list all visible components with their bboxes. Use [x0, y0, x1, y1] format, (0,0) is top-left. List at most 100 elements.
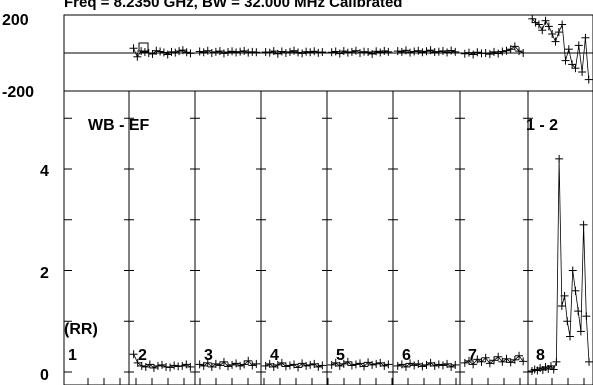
phase-segment-7-point: [469, 50, 478, 59]
segment-label-5: 5: [336, 347, 345, 364]
amp-segment-6-point: [406, 359, 415, 368]
amp-segment-8-point: [585, 357, 593, 366]
phase-segment-4-point: [302, 47, 311, 56]
phase-segment-3-point: [207, 49, 216, 57]
phase-segment-2-point: [178, 46, 187, 55]
phase-segment-3-point: [215, 47, 224, 56]
phase-segment-8-point: [574, 41, 583, 50]
phase-segment-7-point: [515, 47, 524, 56]
phase-segment-4-point: [261, 48, 270, 57]
amp-segment-3-point: [211, 359, 220, 368]
amp-segment-5-point: [351, 360, 360, 369]
phase-segment-4-point: [314, 48, 323, 57]
phase-segment-3-point: [236, 47, 245, 56]
amp-segment-6-point: [393, 361, 402, 370]
phase-segment-4-point: [269, 47, 278, 56]
amp-segment-5-point: [335, 361, 344, 370]
phase-segment-5-point: [343, 48, 352, 57]
amp-segment-4-point: [302, 361, 311, 370]
phase-segment-2-point: [182, 48, 191, 57]
phase-segment-2-point: [129, 44, 138, 53]
phase-segment-8-point: [578, 68, 587, 76]
amp-segment-3-point: [224, 362, 232, 371]
phase-segment-4-point: [281, 49, 290, 57]
phase-segment-2-point: [175, 47, 184, 56]
amp-segment-6-point: [434, 360, 443, 369]
amp-segment-3-point: [195, 360, 204, 369]
amp-segment-7-point: [460, 358, 469, 367]
amp-segment-4-point: [269, 362, 278, 371]
phase-segment-5-point: [376, 48, 385, 57]
amp-segment-6-point: [426, 358, 435, 367]
phase-segment-2-point: [133, 52, 142, 61]
phase-segment-6-point: [410, 47, 419, 56]
phase-segment-8-point: [571, 64, 580, 73]
grid-lines: [64, 14, 593, 385]
amp-segment-5-point: [372, 359, 381, 368]
amp-segment-8-point: [549, 365, 558, 374]
phase-segment-8-point: [551, 37, 560, 46]
amp-segment-6-point: [401, 362, 410, 371]
amp-segment-7-point: [519, 357, 528, 366]
amp-segment-8-point: [555, 154, 564, 163]
phase-segment-3-point: [211, 47, 220, 56]
phase-segment-6-point: [443, 48, 452, 57]
amp-segment-8-point: [582, 312, 591, 321]
phase-segment-5-point: [372, 47, 381, 56]
amp-segment-8-point: [574, 307, 583, 316]
phase-segment-7-point: [519, 49, 528, 57]
phase-segment-2-point: [167, 47, 176, 56]
phase-segment-4-point: [290, 46, 298, 55]
amp-segment-4-point: [294, 363, 303, 372]
amp-segment-8-point: [571, 286, 580, 295]
phase-segment-2-point: [171, 48, 180, 57]
amplitude-data-marks: [129, 154, 593, 375]
phase-segment-8-point: [564, 45, 573, 54]
amp-segment-5-point: [376, 358, 385, 367]
phase-segment-7-point: [510, 42, 519, 51]
amp-segment-6-point: [443, 359, 452, 368]
phase-segment-8-point: [558, 20, 567, 29]
amp-segment-4-point: [314, 362, 323, 371]
phase-segment-5-point: [368, 49, 377, 58]
amp-segment-3-point: [228, 360, 237, 369]
amp-segment-6-point: [451, 360, 460, 369]
phase-segment-4-point: [294, 48, 303, 57]
phase-segment-3-point: [232, 48, 241, 57]
phase-segment-4-point: [285, 47, 294, 56]
amp-segment-7-point: [481, 353, 490, 362]
amp-ytick-2: 2: [40, 265, 49, 282]
amp-segment-4-point: [285, 361, 294, 370]
phase-segment-6-point: [422, 47, 431, 56]
phase-segment-6-point: [406, 48, 415, 57]
phase-segment-3-point: [240, 46, 249, 55]
phase-segment-6-point: [451, 47, 460, 56]
amp-segment-2-point: [158, 360, 166, 369]
amp-segment-3-point: [236, 361, 245, 370]
amp-segment-3-point: [252, 359, 261, 368]
amp-segment-6-point: [430, 361, 439, 370]
phase-segment-7-point: [506, 45, 515, 54]
phase-segment-7-point: [498, 47, 507, 56]
amp-segment-2-point: [162, 362, 171, 371]
phase-segment-5-point: [351, 46, 360, 55]
amp-segment-7-point: [464, 356, 473, 365]
phase-segment-3-point: [244, 48, 253, 57]
amp-segment-8-point: [579, 220, 588, 229]
segment-label-3: 3: [204, 347, 213, 364]
phase-segment-7-point: [460, 49, 469, 58]
amp-segment-3-point: [240, 360, 249, 369]
amp-segment-2-point: [174, 362, 183, 371]
amp-segment-4-point: [290, 360, 298, 369]
phase-segment-7-point: [490, 47, 498, 56]
phase-segment-3-point: [219, 49, 228, 58]
phase-segment-4-point: [318, 48, 327, 57]
amp-segment-8-trace: [531, 158, 590, 372]
phase-segment-6-point: [397, 47, 406, 56]
phase-segment-6-point: [393, 47, 402, 56]
phase-segment-5-point: [384, 47, 393, 56]
phase-segment-8-point: [531, 18, 540, 27]
amp-segment-2-point: [182, 360, 191, 369]
amp-segment-3-point: [203, 358, 212, 367]
